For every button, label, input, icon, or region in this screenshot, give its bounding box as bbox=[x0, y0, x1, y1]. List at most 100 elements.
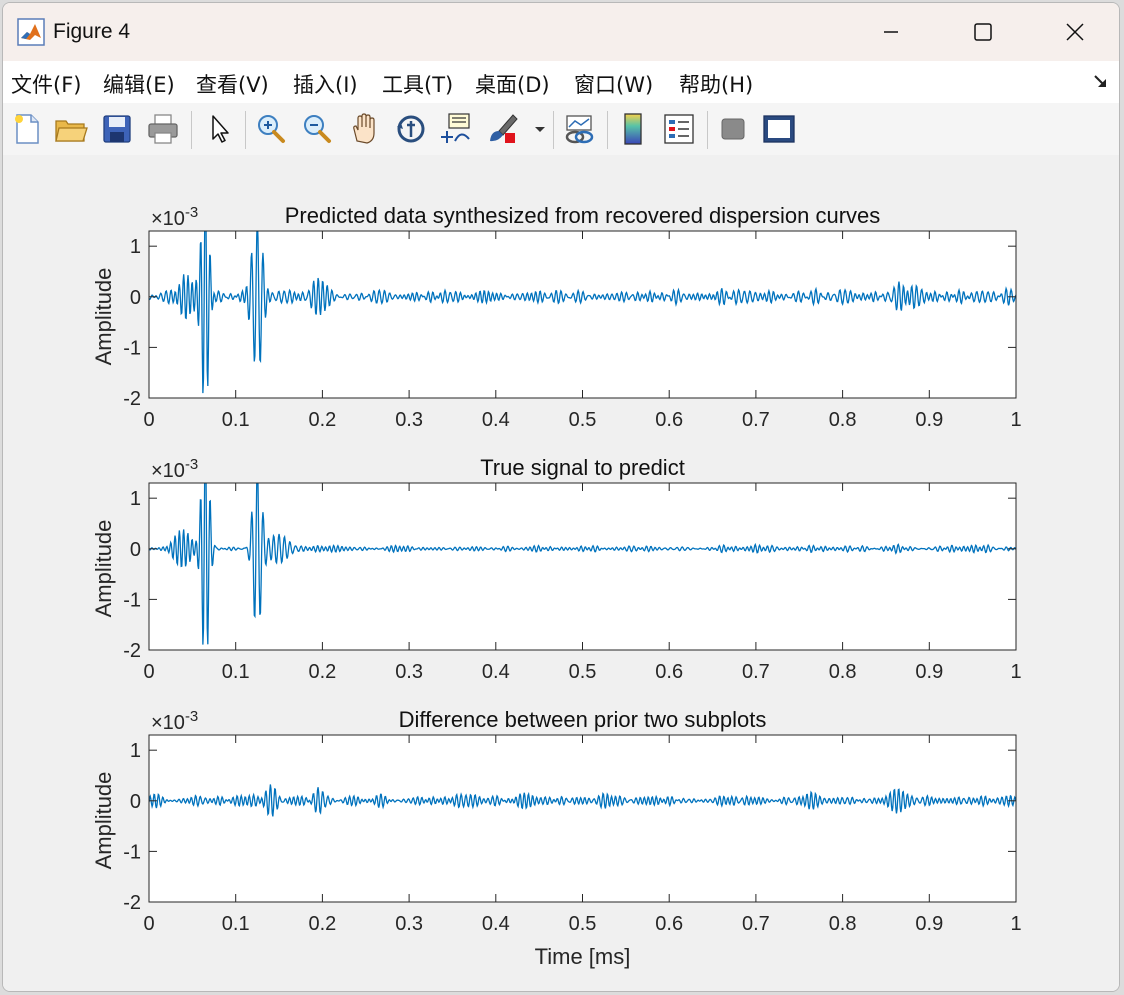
x-tick-label: 0.2 bbox=[308, 913, 336, 935]
x-tick-label: 0.1 bbox=[222, 913, 250, 935]
x-tick-label: 0.3 bbox=[395, 661, 423, 683]
x-tick-label: 0.2 bbox=[308, 409, 336, 431]
open-file-icon[interactable] bbox=[53, 111, 89, 147]
title-bar[interactable]: Figure 4 bbox=[3, 3, 1119, 61]
menu-bar: 文件(F) 编辑(E) 查看(V) 插入(I) 工具(T) 桌面(D) 窗口(W… bbox=[3, 61, 1119, 104]
series-line-true bbox=[149, 483, 1016, 645]
x-tick-label: 0.3 bbox=[395, 913, 423, 935]
x-tick-label: 0 bbox=[143, 913, 154, 935]
colorbar-icon[interactable] bbox=[615, 111, 651, 147]
legend-icon[interactable] bbox=[661, 111, 697, 147]
y-tick-label: -2 bbox=[123, 640, 141, 662]
x-tick-label: 0.4 bbox=[482, 409, 510, 431]
y-tick-label: 0 bbox=[130, 287, 141, 309]
y-exponent-value: -3 bbox=[185, 456, 198, 473]
y-exponent-label: ×10-3 bbox=[151, 708, 198, 734]
plot-area bbox=[149, 231, 1016, 398]
toolbar-separator bbox=[707, 111, 708, 149]
matlab-logo-icon bbox=[17, 18, 45, 46]
zoom-in-icon[interactable] bbox=[253, 111, 289, 147]
y-tick-label: -1 bbox=[123, 589, 141, 611]
close-icon bbox=[1066, 23, 1084, 41]
dropdown-arrow-icon[interactable] bbox=[531, 111, 549, 147]
y-tick-label: -2 bbox=[123, 388, 141, 410]
x-tick-label: 0.8 bbox=[829, 661, 857, 683]
x-tick-label: 0.4 bbox=[482, 913, 510, 935]
y-tick-label: 1 bbox=[130, 488, 141, 510]
minimize-button[interactable] bbox=[845, 3, 937, 61]
x-tick-label: 0.8 bbox=[829, 913, 857, 935]
toolbar-separator bbox=[607, 111, 608, 149]
y-axis-label: Amplitude bbox=[91, 520, 116, 618]
menu-tools[interactable]: 工具(T) bbox=[382, 73, 454, 97]
zoom-out-icon[interactable] bbox=[299, 111, 335, 147]
menu-file[interactable]: 文件(F) bbox=[11, 73, 82, 97]
x-tick-label: 0.3 bbox=[395, 409, 423, 431]
menu-edit[interactable]: 编辑(E) bbox=[103, 73, 175, 97]
pointer-icon[interactable] bbox=[201, 111, 237, 147]
y-exponent-label: ×10-3 bbox=[151, 204, 198, 230]
x-tick-label: 0.5 bbox=[569, 661, 597, 683]
x-tick-label: 1 bbox=[1010, 913, 1021, 935]
x-tick-label: 0.9 bbox=[915, 661, 943, 683]
y-tick-label: -2 bbox=[123, 892, 141, 914]
toolbar-separator bbox=[553, 111, 554, 149]
link-plot-icon[interactable] bbox=[561, 111, 597, 147]
y-exponent-value: -3 bbox=[185, 708, 198, 725]
menu-help[interactable]: 帮助(H) bbox=[679, 73, 754, 97]
dock-arrow-icon[interactable] bbox=[1093, 73, 1109, 89]
minimize-icon bbox=[884, 31, 898, 33]
axes-1: 0 0.1 0.2 0.3 0.4 0.5 0.6 0.7 0.8 0.9 1 1 0 -1 -2 Predi… bbox=[91, 203, 1022, 431]
x-axis-label: Time [ms] bbox=[535, 944, 631, 969]
menu-insert[interactable]: 插入(I) bbox=[293, 73, 358, 97]
x-tick-label: 0.2 bbox=[308, 661, 336, 683]
brush-icon[interactable] bbox=[485, 111, 521, 147]
y-tick-label: 0 bbox=[130, 539, 141, 561]
show-plot-tools-icon[interactable] bbox=[761, 111, 797, 147]
x-tick-label: 0.6 bbox=[655, 409, 683, 431]
x-tick-label: 0.5 bbox=[569, 913, 597, 935]
rotate-3d-icon[interactable] bbox=[393, 111, 429, 147]
save-icon[interactable] bbox=[99, 111, 135, 147]
x-tick-label: 0.9 bbox=[915, 409, 943, 431]
toolbar-separator bbox=[245, 111, 246, 149]
x-tick-label: 0.8 bbox=[829, 409, 857, 431]
y-exponent-label: ×10-3 bbox=[151, 456, 198, 482]
maximize-button[interactable] bbox=[937, 3, 1029, 61]
x-tick-label: 1 bbox=[1010, 409, 1021, 431]
new-figure-icon[interactable] bbox=[9, 111, 45, 147]
x-tick-label: 0.4 bbox=[482, 661, 510, 683]
x-tick-label: 0.9 bbox=[915, 913, 943, 935]
maximize-icon bbox=[974, 23, 992, 41]
menu-desktop[interactable]: 桌面(D) bbox=[475, 73, 550, 97]
series-line-difference bbox=[149, 784, 1016, 817]
plot-area bbox=[149, 483, 1016, 650]
data-cursor-icon[interactable] bbox=[439, 111, 475, 147]
plot-area bbox=[149, 735, 1016, 902]
series-line-predicted bbox=[149, 231, 1016, 394]
window-title: Figure 4 bbox=[53, 20, 131, 43]
hide-plot-tools-icon[interactable] bbox=[715, 111, 751, 147]
x-tick-label: 0.6 bbox=[655, 913, 683, 935]
figure-toolbar bbox=[3, 103, 1119, 156]
y-tick-label: -1 bbox=[123, 337, 141, 359]
x-tick-label: 0.1 bbox=[222, 409, 250, 431]
y-tick-label: 1 bbox=[130, 740, 141, 762]
x-tick-label: 0.6 bbox=[655, 661, 683, 683]
print-icon[interactable] bbox=[145, 111, 181, 147]
x-tick-label: 0.1 bbox=[222, 661, 250, 683]
y-tick-label: -1 bbox=[123, 841, 141, 863]
x-tick-label: 0 bbox=[143, 409, 154, 431]
toolbar-separator bbox=[191, 111, 192, 149]
menu-view[interactable]: 查看(V) bbox=[196, 73, 269, 97]
x-tick-label: 1 bbox=[1010, 661, 1021, 683]
y-axis-label: Amplitude bbox=[91, 772, 116, 870]
chart-title: Difference between prior two subplots bbox=[399, 707, 767, 732]
close-button[interactable] bbox=[1029, 3, 1119, 61]
plots-svg: 0 0.1 0.2 0.3 0.4 0.5 0.6 0.7 0.8 0.9 1 1 0 -1 -2 Predi… bbox=[91, 203, 1022, 969]
x-tick-label: 0 bbox=[143, 661, 154, 683]
x-tick-label: 0.7 bbox=[742, 913, 770, 935]
menu-window[interactable]: 窗口(W) bbox=[574, 73, 654, 97]
pan-hand-icon[interactable] bbox=[347, 111, 383, 147]
